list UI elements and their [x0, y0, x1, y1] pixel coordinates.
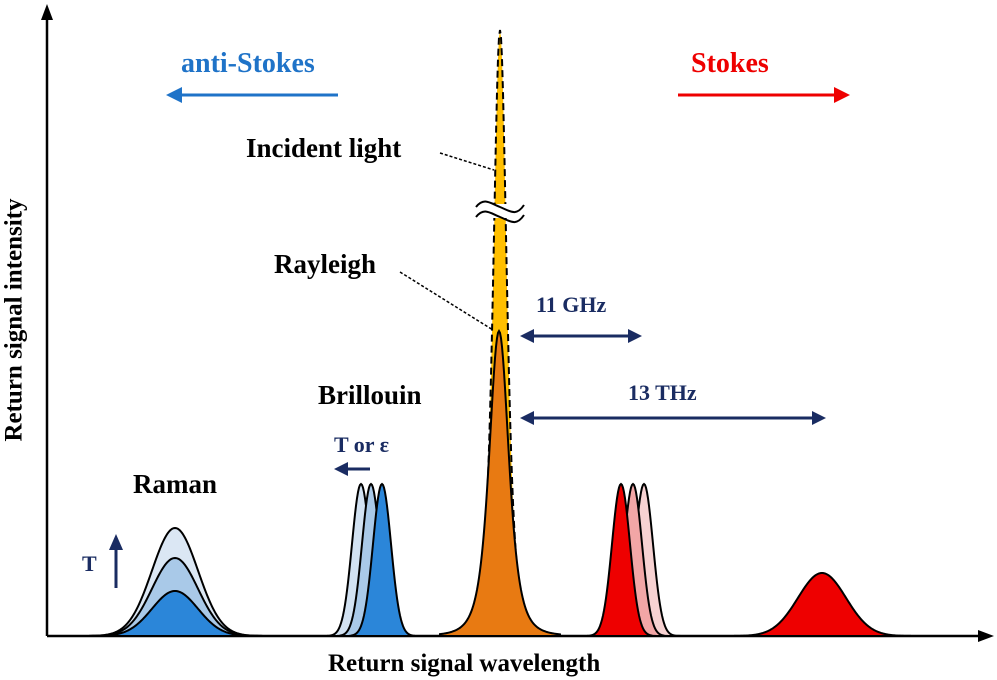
stokes-arrow	[678, 87, 850, 103]
t-label: T	[82, 551, 97, 576]
brillouin-stokes-peak-left	[587, 482, 657, 637]
t-up-arrow	[109, 534, 123, 588]
y-axis-arrowhead	[41, 4, 53, 20]
brillouin-anti-stokes-peaks	[327, 482, 415, 637]
rayleigh-leader	[399, 271, 494, 331]
raman-label: Raman	[133, 469, 218, 499]
brillouin-peak-right	[347, 482, 415, 637]
shift-11ghz-arrow	[520, 329, 642, 343]
y-axis-label: Return signal intensity	[0, 198, 28, 442]
x-axis-label: Return signal wavelength	[328, 650, 601, 677]
incident-light-label: Incident light	[246, 133, 402, 163]
shift-13thz-arrow	[520, 411, 826, 425]
rayleigh-peak	[439, 328, 561, 637]
raman-stokes-peak	[734, 571, 911, 637]
incident-light-leader	[439, 152, 495, 171]
t-or-eps-label: T or ε	[334, 432, 390, 457]
anti-stokes-arrow	[166, 87, 338, 103]
raman-peak-low	[89, 589, 263, 637]
stokes-label: Stokes	[691, 48, 769, 79]
shift-13thz-label: 13 THz	[628, 380, 697, 405]
brillouin-stokes-peaks	[587, 482, 681, 637]
shift-11ghz-label: 11 GHz	[536, 292, 607, 317]
anti-stokes-label: anti-Stokes	[181, 48, 315, 79]
brillouin-label: Brillouin	[318, 380, 422, 410]
axis-break-symbol	[475, 200, 525, 223]
rayleigh-label: Rayleigh	[274, 249, 377, 279]
t-or-eps-arrow	[334, 462, 370, 476]
x-axis-arrowhead	[978, 630, 994, 642]
raman-anti-stokes-peaks	[89, 526, 263, 637]
